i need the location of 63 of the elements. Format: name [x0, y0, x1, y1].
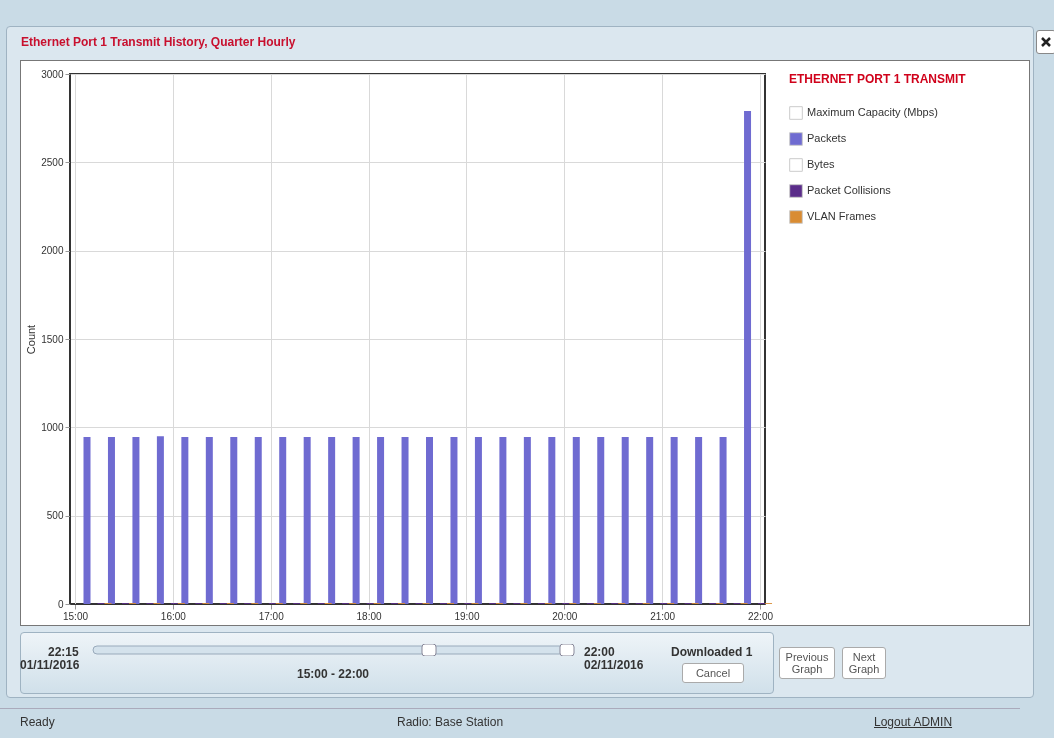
bar [621, 437, 629, 604]
y-tick-label: 1500 [41, 333, 64, 345]
bar [156, 436, 164, 604]
bar [254, 437, 262, 604]
bar [548, 437, 556, 604]
text: 15:00 - 22:00 [297, 667, 370, 681]
bar [230, 437, 238, 604]
x-tick-label: 20:00 [552, 610, 578, 622]
bar [719, 437, 727, 604]
y-tick-label: 3000 [41, 68, 64, 80]
bar [303, 437, 311, 604]
bar [181, 437, 189, 604]
bar [450, 437, 458, 604]
text: Radio: Base Station [397, 715, 504, 729]
bar [597, 437, 605, 604]
bar [474, 437, 482, 604]
legend-label: Packet Collisions [807, 184, 892, 196]
y-tick-label: 1000 [41, 421, 64, 433]
text: 02/11/2016 [584, 658, 644, 672]
legend-label: Packets [807, 132, 847, 144]
text: 01/11/2016 [20, 658, 80, 672]
bar [646, 437, 654, 604]
x-tick-label: 19:00 [454, 610, 480, 622]
chart-title: Ethernet Port 1 Transmit History, Quarter Hourly [21, 35, 296, 49]
bar [426, 437, 433, 604]
text: 22:15 [48, 645, 79, 659]
x-tick-label: 21:00 [650, 610, 676, 622]
legend-title: ETHERNET PORT 1 TRANSMIT [789, 72, 967, 86]
text: 22:00 [584, 645, 615, 659]
bar [279, 437, 287, 604]
y-tick-label: 500 [46, 510, 64, 522]
x-tick-label: 17:00 [258, 610, 285, 622]
text: Next Graph [842, 647, 886, 679]
x-tick-label: 18:00 [356, 610, 383, 622]
y-tick-label: 2000 [41, 245, 64, 257]
bar [670, 437, 678, 604]
x-tick-label: 16:00 [160, 610, 187, 622]
bar [523, 437, 531, 604]
bar [572, 437, 580, 604]
bar [499, 437, 507, 604]
legend-label: VLAN Frames [807, 210, 877, 222]
x-tick-label: 22:00 [747, 610, 774, 622]
bar [83, 437, 91, 604]
bar [205, 437, 213, 604]
x-tick-label: 15:00 [62, 610, 89, 622]
y-axis-title: Count [25, 324, 38, 355]
y-tick-label: 0 [57, 598, 64, 610]
bar [132, 437, 140, 604]
text: Downloaded 1 [671, 645, 753, 659]
legend-label: Maximum Capacity (Mbps) [807, 106, 938, 118]
text: Previous Graph [779, 647, 835, 679]
bar [352, 437, 360, 604]
bar [744, 111, 752, 604]
bar [377, 437, 385, 604]
text: Logout ADMIN [874, 715, 953, 729]
bar [695, 437, 703, 604]
bar [107, 437, 115, 604]
bar [401, 437, 409, 604]
text: Cancel [682, 663, 744, 683]
legend-label: Bytes [807, 158, 836, 170]
y-tick-label: 2500 [41, 156, 64, 168]
bar [328, 437, 336, 604]
text: Ready [20, 715, 55, 729]
